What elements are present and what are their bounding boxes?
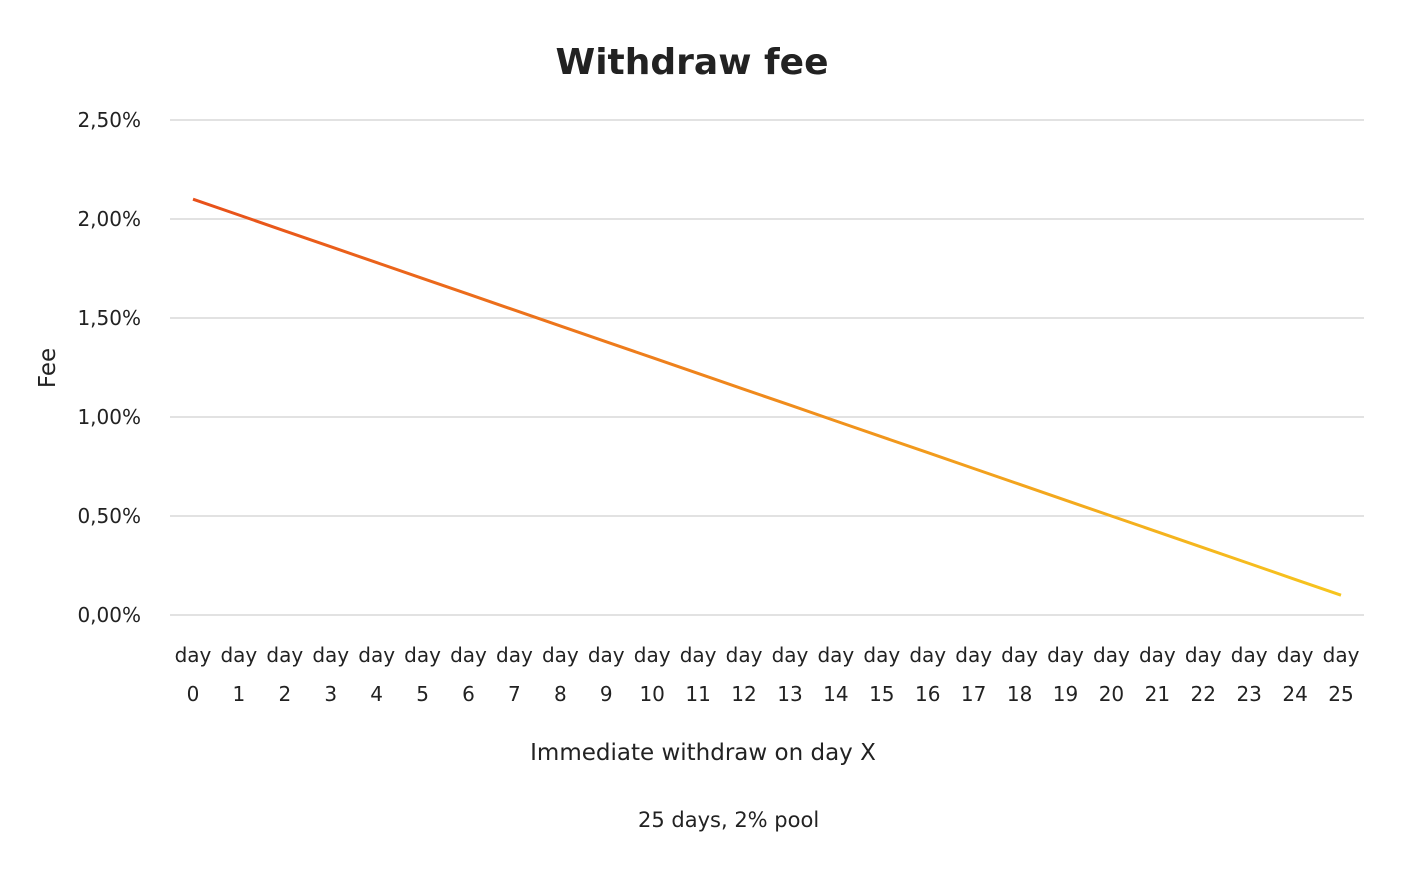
y-tick-label: 2,00% (77, 207, 141, 231)
y-tick-label: 2,50% (77, 108, 141, 132)
chart-title: Withdraw fee (556, 42, 829, 83)
x-tick-label: day 16 (909, 643, 946, 706)
x-tick-label: day 24 (1277, 643, 1314, 706)
x-tick-label: day 21 (1139, 643, 1176, 706)
x-tick-label: day 19 (1047, 643, 1084, 706)
x-tick-label: day 14 (817, 643, 854, 706)
x-tick-label: day 5 (404, 643, 441, 706)
series-layer (192, 197, 1342, 597)
x-tick-label: day 17 (955, 643, 992, 706)
x-tick-label: day 0 (175, 643, 212, 706)
x-tick-label: day 6 (450, 643, 487, 706)
x-tick-label: day 10 (634, 643, 671, 706)
x-tick-label: day 8 (542, 643, 579, 706)
x-tick-label: day 22 (1185, 643, 1222, 706)
x-tick-label: day 18 (1001, 643, 1038, 706)
y-axis-label: Fee (35, 348, 61, 388)
legend-label: 25 days, 2% pool (638, 808, 819, 832)
x-tick-label: day 20 (1093, 643, 1130, 706)
x-tick-label: day 2 (266, 643, 303, 706)
x-tick-label: day 12 (726, 643, 763, 706)
x-tick-label: day 13 (772, 643, 809, 706)
x-tick-label: day 1 (220, 643, 257, 706)
x-axis-label: Immediate withdraw on day X (530, 740, 876, 766)
y-tick-label: 1,00% (77, 405, 141, 429)
series-line (192, 197, 1342, 597)
x-tick-label: day 23 (1231, 643, 1268, 706)
x-tick-label: day 7 (496, 643, 533, 706)
y-tick-label: 0,50% (77, 504, 141, 528)
legend: 25 days, 2% pool (580, 808, 819, 832)
x-tick-label: day 3 (312, 643, 349, 706)
y-tick-label: 1,50% (77, 306, 141, 330)
x-tick-label: day 4 (358, 643, 395, 706)
y-axis-ticks: 0,00% 0,50% 1,00% 1,50% 2,00% 2,50% (77, 108, 141, 627)
x-tick-label: day 25 (1323, 643, 1360, 706)
x-tick-label: day 15 (863, 643, 900, 706)
x-tick-label: day 11 (680, 643, 717, 706)
x-tick-label: day 9 (588, 643, 625, 706)
y-tick-label: 0,00% (77, 603, 141, 627)
gridlines (170, 119, 1364, 616)
